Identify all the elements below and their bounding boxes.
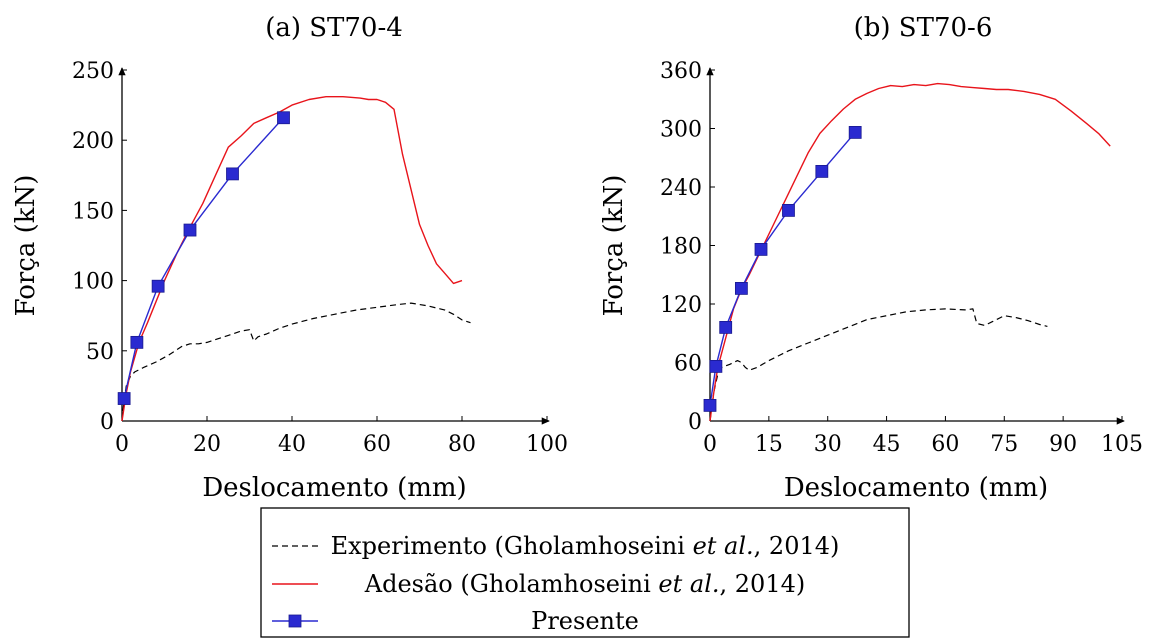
data-point-presente (277, 111, 290, 125)
x-tick-label: 80 (448, 432, 476, 457)
chart-st70-4: (a) ST70-4 0 20 40 60 80 100 0 50 100 150 200 250 Des… (11, 13, 568, 503)
legend-label-experimento: Experimento (Gholamhoseini et al., 2014) (331, 532, 840, 560)
data-point-presente (782, 203, 795, 217)
y-tick-label: 360 (660, 59, 702, 84)
x-tick-label: 45 (873, 432, 901, 457)
legend-box (260, 507, 910, 638)
series-line-experimento (709, 308, 1048, 422)
y-tick-label: 0 (100, 410, 114, 435)
y-tick-label: 60 (674, 352, 702, 377)
y-tick-label: 100 (72, 270, 114, 295)
y-axis-label: Força (kN) (11, 175, 41, 317)
x-tick-label: 105 (1101, 432, 1143, 457)
chart-title: (a) ST70-4 (265, 13, 403, 43)
data-point-presente (815, 164, 829, 178)
data-point-presente (719, 320, 733, 334)
data-point-presente (703, 398, 717, 412)
x-tick-label: 15 (755, 432, 783, 457)
x-tick-label: 30 (814, 432, 842, 457)
x-tick-label: 100 (526, 432, 568, 457)
data-point-presente (734, 281, 748, 295)
data-point-presente (151, 279, 165, 293)
chart-st70-6: (b) ST70-6 0 15 30 45 60 75 90 105 0 60 120 180 240 30… (599, 13, 1143, 503)
legend: Experimento (Gholamhoseini et al., 2014)… (260, 507, 910, 638)
x-tick-label: 90 (1049, 432, 1077, 457)
legend-label-presente: Presente (531, 607, 639, 635)
data-point-presente (709, 359, 723, 373)
y-tick-label: 240 (660, 176, 702, 201)
series-line-presente (709, 131, 856, 406)
x-tick-label: 20 (193, 432, 221, 457)
chart-title: (b) ST70-6 (854, 13, 993, 43)
x-tick-label: 60 (363, 432, 391, 457)
y-tick-label: 150 (72, 199, 114, 224)
series-line-presente (123, 117, 285, 399)
x-tick-label: 75 (990, 432, 1018, 457)
y-tick-label: 0 (688, 410, 702, 435)
y-axis-label: Força (kN) (599, 175, 629, 317)
data-point-presente (848, 126, 862, 139)
y-tick-label: 50 (86, 340, 114, 365)
x-axis-label: Deslocamento (mm) (784, 473, 1048, 503)
x-tick-label: 60 (931, 432, 959, 457)
y-tick-label: 250 (72, 59, 114, 84)
series-line-adesao (121, 95, 463, 422)
data-point-presente (130, 335, 144, 349)
series-line-adesao (709, 82, 1111, 422)
legend-label-adesao: Adesão (Gholamhoseini et al., 2014) (364, 570, 805, 598)
legend-swatch-presente-marker (288, 614, 302, 628)
data-point-presente (226, 167, 239, 181)
y-tick-label: 300 (660, 118, 702, 143)
x-tick-label: 40 (278, 432, 306, 457)
x-tick-label: 0 (703, 432, 717, 457)
x-tick-label: 0 (115, 432, 129, 457)
data-point-presente (754, 242, 768, 256)
y-tick-label: 180 (660, 235, 702, 260)
series-line-experimento (121, 302, 471, 422)
data-point-presente (183, 223, 197, 237)
data-point-presente (117, 392, 131, 405)
y-tick-label: 200 (72, 129, 114, 154)
y-tick-label: 120 (660, 293, 702, 318)
x-axis-label: Deslocamento (mm) (202, 473, 466, 503)
